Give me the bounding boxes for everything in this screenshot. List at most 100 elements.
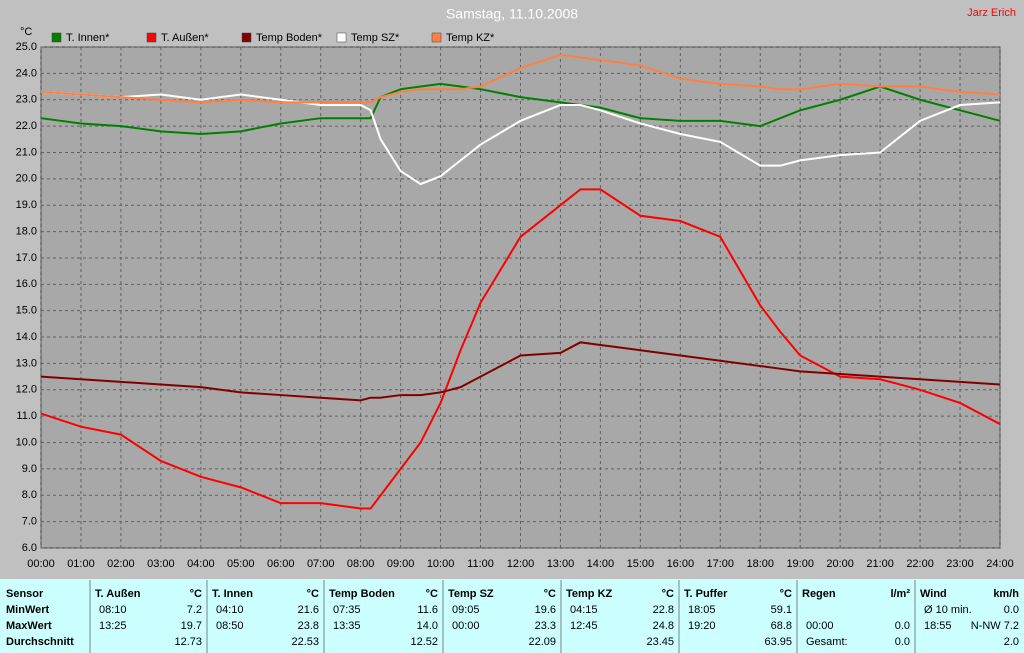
row-label: MinWert xyxy=(6,604,50,616)
cell-time: 19:20 xyxy=(688,620,716,632)
cell-value: 11.6 xyxy=(417,604,438,616)
cell-time: 13:25 xyxy=(99,620,127,632)
column-unit: km/h xyxy=(993,588,1019,600)
x-tick-label: 06:00 xyxy=(267,558,295,570)
x-tick-label: 11:00 xyxy=(467,558,494,570)
x-tick-label: 07:00 xyxy=(307,558,335,570)
legend-label: Temp SZ* xyxy=(351,32,400,44)
y-tick-label: 22.0 xyxy=(16,120,37,132)
column-unit: °C xyxy=(307,588,319,600)
series-line xyxy=(40,341,1001,402)
x-tick-label: 15:00 xyxy=(627,558,655,570)
cell-value: 23.45 xyxy=(646,636,674,648)
cell-time: 18:55 xyxy=(924,620,952,632)
cell-time: 00:00 xyxy=(806,620,834,632)
x-tick-label: 20:00 xyxy=(826,558,854,570)
cell-value: 2.0 xyxy=(1004,636,1019,648)
x-tick-label: 04:00 xyxy=(187,558,215,570)
x-tick-label: 08:00 xyxy=(347,558,375,570)
x-tick-label: 24:00 xyxy=(986,558,1014,570)
cell-value: 12.73 xyxy=(174,636,202,648)
cell-value: 0.0 xyxy=(895,620,910,632)
series-line xyxy=(40,53,1001,104)
cell-time: 04:10 xyxy=(216,604,244,616)
y-tick-label: 7.0 xyxy=(22,516,37,528)
column-unit: l/m² xyxy=(890,588,910,600)
column-unit: °C xyxy=(662,588,674,600)
cell-time: 12:45 xyxy=(570,620,598,632)
column-unit: °C xyxy=(190,588,202,600)
y-tick-label: 12.0 xyxy=(16,384,37,396)
y-tick-label: 20.0 xyxy=(16,173,37,185)
cell-value: 63.95 xyxy=(764,636,792,648)
y-tick-label: 23.0 xyxy=(16,94,37,106)
x-tick-label: 21:00 xyxy=(866,558,894,570)
cell-value: 23.8 xyxy=(298,620,319,632)
cell-value: 22.09 xyxy=(528,636,556,648)
cell-time: 08:10 xyxy=(99,604,127,616)
y-tick-label: 16.0 xyxy=(16,278,37,290)
legend-swatch xyxy=(336,32,347,43)
y-tick-label: 17.0 xyxy=(16,252,37,264)
cell-value: 19.6 xyxy=(535,604,556,616)
cell-value: 23.3 xyxy=(535,620,556,632)
y-tick-label: 6.0 xyxy=(22,542,37,554)
legend-swatch xyxy=(51,32,62,43)
y-tick-label: 15.0 xyxy=(16,305,37,317)
cell-time: 18:05 xyxy=(688,604,716,616)
row-label: Durchschnitt xyxy=(6,636,74,648)
cell-time: 08:50 xyxy=(216,620,244,632)
cell-value: 24.8 xyxy=(653,620,674,632)
cell-value: 14.0 xyxy=(417,620,438,632)
x-tick-label: 03:00 xyxy=(147,558,175,570)
column-unit: °C xyxy=(780,588,792,600)
y-tick-label: 24.0 xyxy=(16,67,37,79)
x-tick-label: 01:00 xyxy=(67,558,95,570)
y-tick-label: 18.0 xyxy=(16,225,37,237)
x-tick-label: 00:00 xyxy=(27,558,55,570)
row-label: MaxWert xyxy=(6,620,52,632)
column-header: Regen xyxy=(802,588,836,600)
cell-time: 07:35 xyxy=(333,604,361,616)
legend-label: Temp Boden* xyxy=(256,32,323,44)
x-tick-label: 12:00 xyxy=(507,558,535,570)
legend-swatch xyxy=(431,32,442,43)
cell-value: 59.1 xyxy=(771,604,792,616)
x-tick-label: 10:00 xyxy=(427,558,455,570)
cell-value: 7.2 xyxy=(187,604,202,616)
x-tick-label: 22:00 xyxy=(906,558,934,570)
y-tick-label: 8.0 xyxy=(22,489,37,501)
legend-label: T. Außen* xyxy=(161,32,209,44)
x-tick-label: 23:00 xyxy=(946,558,974,570)
cell-value: 21.6 xyxy=(298,604,319,616)
column-header: T. Innen xyxy=(212,588,253,600)
legend-swatch xyxy=(146,32,157,43)
y-axis-label: °C xyxy=(20,26,32,38)
series-line xyxy=(40,188,1001,510)
series-line xyxy=(40,90,1001,186)
cell-value: 0.0 xyxy=(1004,604,1019,616)
y-tick-label: 11.0 xyxy=(16,410,37,422)
cell-value: 19.7 xyxy=(181,620,202,632)
plot-area xyxy=(40,46,1001,549)
cell-value: 12.52 xyxy=(410,636,438,648)
cell-time: Gesamt: xyxy=(806,636,848,648)
legend-swatch xyxy=(241,32,252,43)
cell-time: Ø 10 min. xyxy=(924,604,972,616)
y-tick-label: 9.0 xyxy=(22,463,37,475)
x-tick-label: 16:00 xyxy=(667,558,695,570)
y-tick-label: 25.0 xyxy=(16,41,37,53)
x-tick-label: 18:00 xyxy=(746,558,774,570)
x-tick-label: 02:00 xyxy=(107,558,135,570)
author: Jarz Erich xyxy=(967,7,1016,19)
cell-value: 22.8 xyxy=(653,604,674,616)
series-line xyxy=(40,82,1001,136)
x-tick-label: 14:00 xyxy=(587,558,615,570)
cell-value: 22.53 xyxy=(291,636,319,648)
x-tick-label: 19:00 xyxy=(786,558,814,570)
cell-time: 09:05 xyxy=(452,604,480,616)
x-tick-label: 05:00 xyxy=(227,558,255,570)
column-header: Temp SZ xyxy=(448,588,494,600)
cell-value: 68.8 xyxy=(771,620,792,632)
column-header: T. Puffer xyxy=(684,588,728,600)
